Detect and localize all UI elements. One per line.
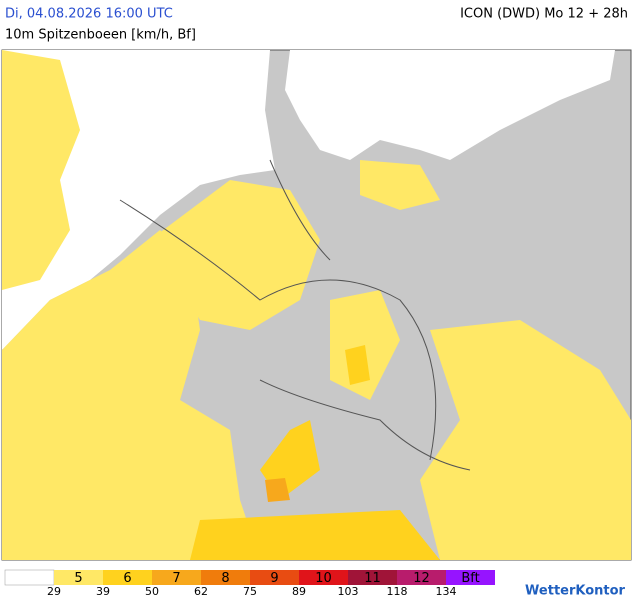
legend-swatch — [250, 570, 299, 585]
legend-swatch — [152, 570, 201, 585]
parameter: 10m Spitzenboeen [km/h, Bf] — [5, 28, 196, 43]
legend-class: 5 — [74, 571, 82, 586]
legend-class: 7 — [172, 571, 180, 586]
legend-class: 11 — [364, 571, 381, 586]
map — [1, 49, 632, 561]
legend-threshold: 39 — [96, 585, 110, 598]
legend-class: Bft — [461, 571, 479, 586]
legend-threshold: 118 — [387, 585, 408, 598]
logo: WetterKontor — [525, 584, 626, 599]
legend-class: 10 — [315, 571, 332, 586]
legend-threshold: 62 — [194, 585, 208, 598]
legend-threshold: 89 — [292, 585, 306, 598]
run-time: Di, 04.08.2026 16:00 UTC — [5, 7, 173, 22]
legend-swatch — [446, 570, 495, 585]
legend-class: 12 — [413, 571, 430, 586]
legend-swatch — [397, 570, 446, 585]
legend-swatch — [201, 570, 250, 585]
legend-swatch — [299, 570, 348, 585]
legend-threshold: 103 — [338, 585, 359, 598]
model-info: ICON (DWD) Mo 12 + 28h — [460, 7, 628, 22]
legend-swatch — [54, 570, 103, 585]
legend-class: 8 — [221, 571, 229, 586]
legend-swatch — [348, 570, 397, 585]
legend-threshold: 75 — [243, 585, 257, 598]
legend-threshold: 50 — [145, 585, 159, 598]
legend-class: 9 — [270, 571, 278, 586]
legend-swatch — [103, 570, 152, 585]
legend-swatch — [4, 569, 55, 586]
legend-threshold: 134 — [436, 585, 457, 598]
legend-class: 6 — [123, 571, 131, 586]
legend-threshold: 29 — [47, 585, 61, 598]
